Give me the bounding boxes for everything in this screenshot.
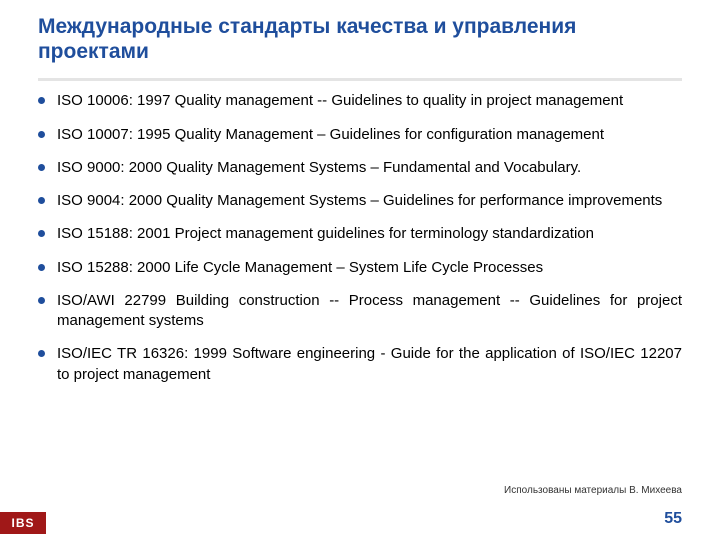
list-item: ISO/AWI 22799 Building construction -- P…: [38, 291, 682, 332]
list-item: ISO 10007: 1995 Quality Management – Gui…: [38, 125, 682, 145]
slide: Международные стандарты качества и управ…: [0, 0, 720, 540]
list-item-text: ISO 15188: 2001 Project management guide…: [57, 224, 682, 244]
list-item: ISO 9000: 2000 Quality Management System…: [38, 158, 682, 178]
list-item-text: ISO 10007: 1995 Quality Management – Gui…: [57, 125, 682, 145]
list-item-text: ISO/AWI 22799 Building construction -- P…: [57, 291, 682, 332]
logo-badge: IBS: [0, 512, 46, 534]
bullet-icon: [38, 97, 45, 104]
bullet-icon: [38, 131, 45, 138]
bullet-icon: [38, 297, 45, 304]
credit-text: Использованы материалы В. Михеева: [504, 485, 682, 496]
list-item-text: ISO/IEC TR 16326: 1999 Software engineer…: [57, 344, 682, 385]
bullet-icon: [38, 230, 45, 237]
list-item: ISO 15288: 2000 Life Cycle Management – …: [38, 258, 682, 278]
list-item-text: ISO 9004: 2000 Quality Management System…: [57, 191, 682, 211]
list-item: ISO 10006: 1997 Quality management -- Gu…: [38, 91, 682, 111]
bullet-icon: [38, 264, 45, 271]
list-item-text: ISO 10006: 1997 Quality management -- Gu…: [57, 91, 682, 111]
content-area: ISO 10006: 1997 Quality management -- Gu…: [0, 81, 720, 385]
bullet-icon: [38, 197, 45, 204]
list-item: ISO 9004: 2000 Quality Management System…: [38, 191, 682, 211]
bullet-icon: [38, 164, 45, 171]
page-number: 55: [664, 510, 682, 528]
list-item-text: ISO 15288: 2000 Life Cycle Management – …: [57, 258, 682, 278]
list-item-text: ISO 9000: 2000 Quality Management System…: [57, 158, 682, 178]
list-item: ISO 15188: 2001 Project management guide…: [38, 224, 682, 244]
title-block: Международные стандарты качества и управ…: [0, 0, 720, 72]
bullet-icon: [38, 350, 45, 357]
page-title: Международные стандарты качества и управ…: [38, 14, 682, 64]
bullet-list: ISO 10006: 1997 Quality management -- Gu…: [38, 91, 682, 385]
footer: IBS 55: [0, 506, 720, 540]
list-item: ISO/IEC TR 16326: 1999 Software engineer…: [38, 344, 682, 385]
